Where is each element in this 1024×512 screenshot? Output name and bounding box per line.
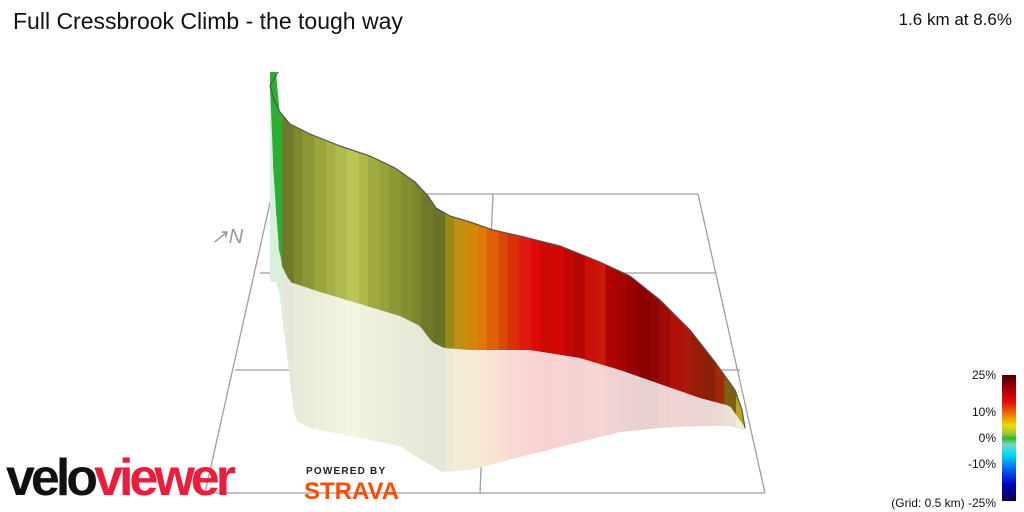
grid-line [697, 193, 766, 494]
veloviewer-logo[interactable]: veloviewer [6, 449, 236, 507]
gradient-legend: 25% 10% 0% -10% (Grid: 0.5 km) -25% [864, 366, 1024, 512]
north-arrow-icon: ↗N [211, 226, 245, 248]
profile-gradient-wall [270, 72, 746, 428]
profile-ridge-line [269, 71, 746, 429]
grid-line [204, 193, 273, 494]
legend-label-0: 0% [978, 431, 996, 445]
strava-logo[interactable]: STRAVA [304, 478, 400, 505]
logo-velo: velo [6, 449, 98, 507]
gradient-color-scale [1002, 375, 1016, 501]
page-title: Full Cressbrook Climb - the tough way [13, 8, 403, 34]
legend-label-25: 25% [971, 368, 996, 382]
logo-viewer: viewer [94, 449, 236, 507]
powered-by-label: POWERED BY [306, 466, 387, 477]
profile-ground-shadow [270, 86, 746, 472]
legend-label-10: 10% [971, 405, 996, 419]
legend-label-grid-minus-25: (Grid: 0.5 km) -25% [891, 496, 996, 510]
climb-summary: 1.6 km at 8.6% [898, 10, 1012, 29]
legend-label-minus-10: -10% [967, 457, 996, 471]
